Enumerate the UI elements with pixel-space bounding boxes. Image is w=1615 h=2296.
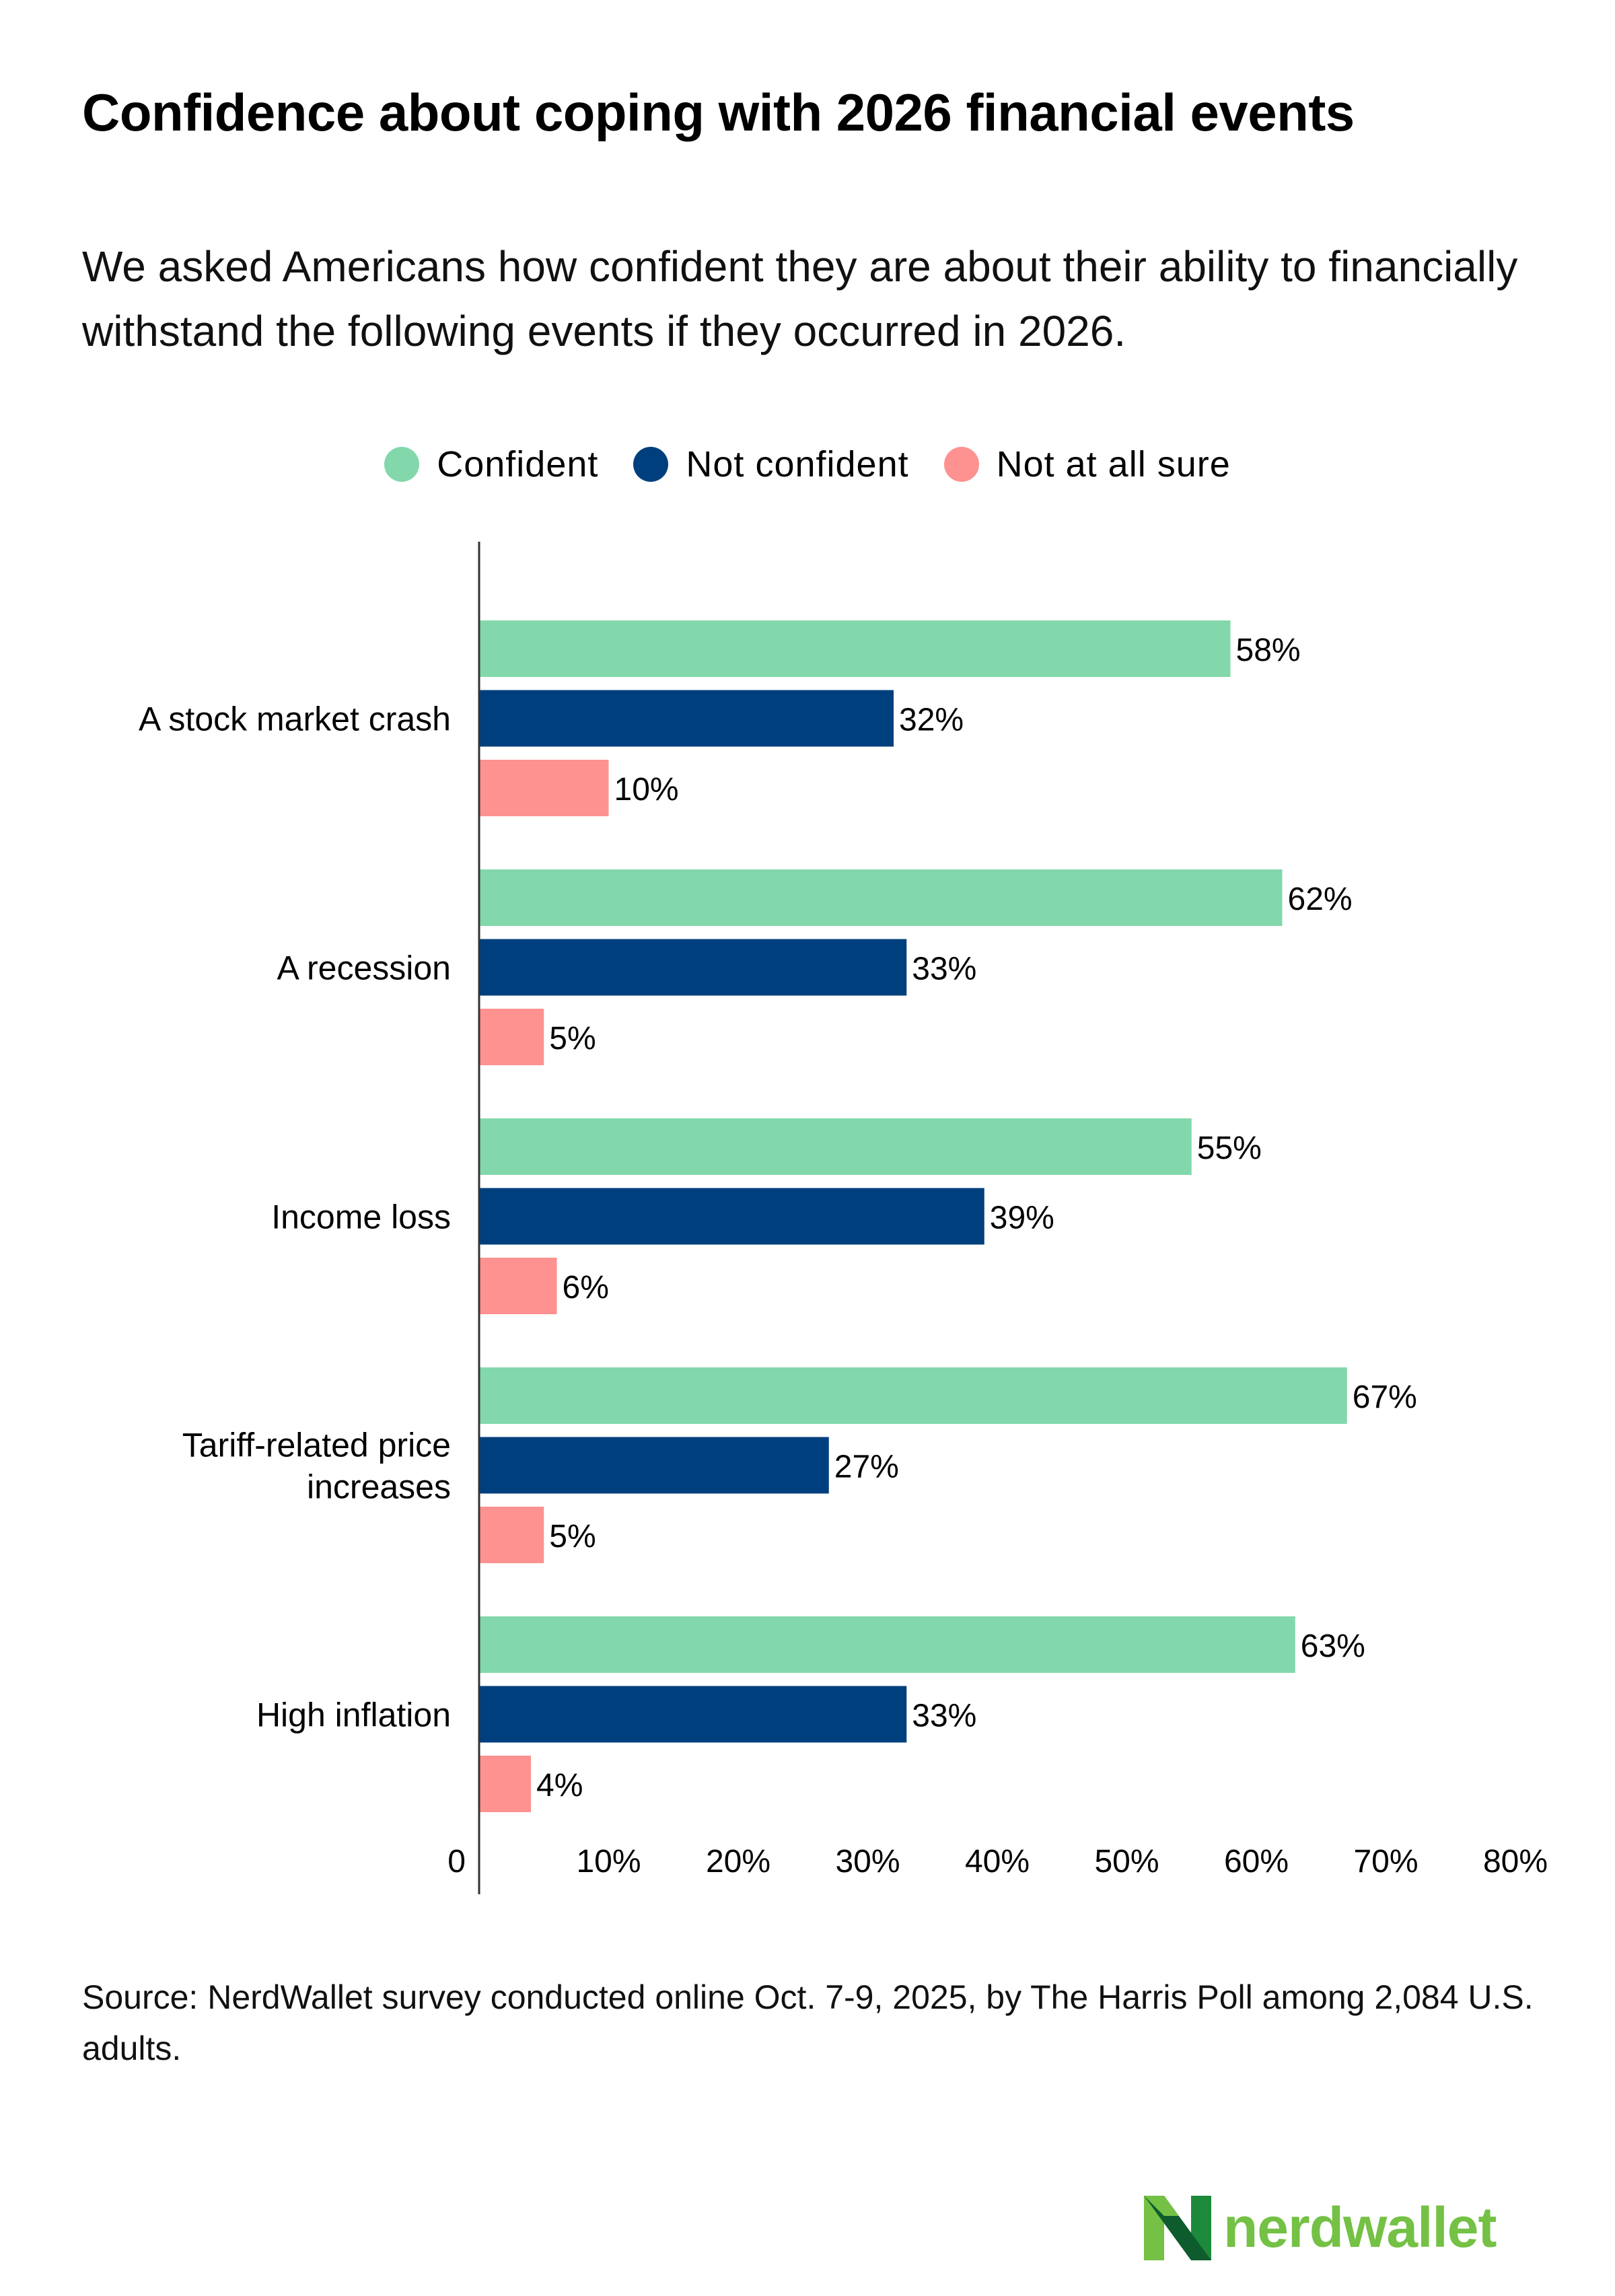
- chart-subtitle: We asked Americans how confident they ar…: [82, 242, 1518, 355]
- bar-value-label: 55%: [1197, 1131, 1262, 1166]
- legend-item: Confident: [384, 443, 598, 485]
- bar-value-label: 33%: [912, 952, 976, 987]
- category-label: Income loss: [271, 1198, 451, 1236]
- category-label: High inflation: [256, 1696, 451, 1734]
- legend-item: Not confident: [633, 443, 908, 485]
- legend-item: Not at all sure: [943, 443, 1231, 485]
- bar: [480, 1686, 907, 1743]
- category-label: increases: [307, 1468, 451, 1506]
- bar: [480, 1437, 829, 1494]
- bar-value-label: 62%: [1288, 882, 1353, 917]
- bar: [480, 939, 907, 996]
- bar-value-label: 39%: [990, 1200, 1054, 1236]
- bar-value-label: 27%: [834, 1449, 899, 1485]
- x-tick-label: 10%: [576, 1844, 641, 1879]
- bar: [480, 1258, 557, 1314]
- bar: [480, 620, 1231, 677]
- source-note: Source: NerdWallet survey conducted onli…: [82, 1978, 1534, 2067]
- legend-swatch: [633, 447, 669, 482]
- category-label: A stock market crash: [139, 701, 451, 738]
- x-tick-label: 30%: [835, 1844, 900, 1879]
- bar: [480, 1756, 531, 1812]
- x-tick-label: 20%: [706, 1844, 770, 1879]
- bar-value-label: 67%: [1353, 1379, 1417, 1415]
- bar-value-label: 10%: [614, 772, 679, 808]
- bar: [480, 1616, 1295, 1673]
- legend-label: Not at all sure: [996, 444, 1231, 485]
- bar: [480, 1367, 1347, 1424]
- bar-value-label: 5%: [549, 1021, 596, 1056]
- category-label: Tariff-related price: [182, 1427, 451, 1464]
- bar-value-label: 63%: [1301, 1628, 1365, 1664]
- bar-value-label: 6%: [563, 1270, 609, 1305]
- logo-wordmark: nerdwallet: [1223, 2196, 1497, 2259]
- bar-value-label: 58%: [1236, 633, 1301, 668]
- nerdwallet-logo: nerdwallet: [1144, 2195, 1497, 2260]
- legend-label: Not confident: [686, 444, 909, 485]
- bar: [480, 690, 894, 747]
- nerdwallet-n-logo-icon: [1144, 2195, 1211, 2260]
- chart-title: Confidence about coping with 2026 financ…: [82, 83, 1355, 142]
- bar-value-label: 32%: [899, 703, 964, 738]
- x-tick-label: 60%: [1224, 1844, 1289, 1879]
- bar: [480, 1118, 1192, 1175]
- x-tick-label: 70%: [1353, 1844, 1418, 1879]
- x-tick-label: 0: [447, 1844, 466, 1879]
- bar-value-label: 4%: [536, 1768, 583, 1803]
- category-label: A recession: [277, 949, 451, 987]
- chart-legend: Confident Not confident Not at all sure: [0, 439, 1615, 490]
- x-tick-label: 50%: [1094, 1844, 1159, 1879]
- bar: [480, 1507, 544, 1563]
- legend-swatch: [943, 447, 979, 482]
- legend-swatch: [384, 447, 420, 482]
- bar-value-label: 5%: [549, 1519, 596, 1554]
- x-tick-label: 80%: [1483, 1844, 1548, 1879]
- bar: [480, 1188, 984, 1245]
- legend-label: Confident: [437, 444, 599, 485]
- x-tick-label: 40%: [965, 1844, 1030, 1879]
- bar: [480, 760, 609, 816]
- bar-chart: 58% 32% 10% A stock market crash 62% 33% 5% A r…: [139, 542, 1548, 1894]
- bar: [480, 869, 1283, 926]
- bar: [480, 1009, 544, 1065]
- bar-value-label: 33%: [912, 1698, 976, 1734]
